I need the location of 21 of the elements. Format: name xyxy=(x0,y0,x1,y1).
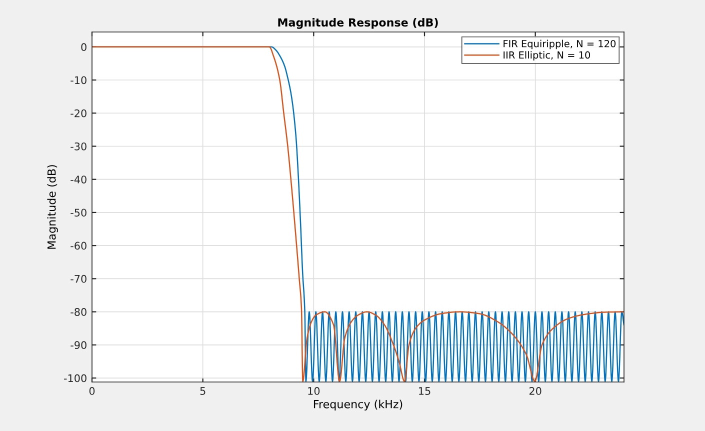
y-tick-label: -20 xyxy=(70,109,86,118)
y-tick-label: -100 xyxy=(64,374,86,382)
x-tick-label: 0 xyxy=(89,387,95,395)
x-tick-label: 5 xyxy=(200,387,206,395)
y-tick-label: -30 xyxy=(70,142,86,150)
y-tick-label: -60 xyxy=(70,242,86,250)
y-tick-label: -10 xyxy=(70,76,86,84)
y-tick-label: 0 xyxy=(81,43,86,52)
x-axis-title: Frequency (kHz) xyxy=(314,400,402,410)
x-tick-label: 10 xyxy=(308,387,320,395)
y-tick-label: -50 xyxy=(70,208,86,217)
legend-label: FIR Equiripple, N = 120 xyxy=(504,40,616,50)
x-tick-label: 20 xyxy=(529,387,542,395)
x-tick-label: 15 xyxy=(419,387,430,395)
y-tick-label: -40 xyxy=(70,176,86,184)
legend-label: IIR Elliptic, N = 10 xyxy=(504,51,590,61)
y-tick-label: -90 xyxy=(70,341,86,350)
y-tick-label: -80 xyxy=(70,308,86,316)
chart-title: Magnitude Response (dB) xyxy=(278,18,438,29)
y-axis-title: Magnitude (dB) xyxy=(47,165,58,249)
y-tick-label: -70 xyxy=(70,274,86,283)
